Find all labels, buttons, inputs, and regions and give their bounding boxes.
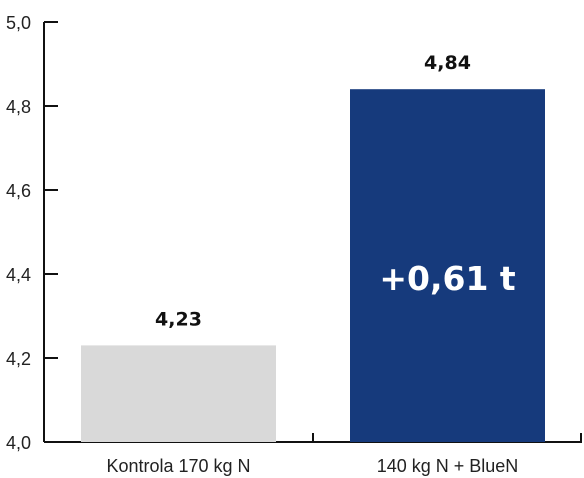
- y-tick-label: 4,0: [6, 433, 31, 453]
- y-tick-label: 4,8: [6, 97, 31, 117]
- y-tick-label: 4,2: [6, 349, 31, 369]
- y-tick-label: 4,6: [6, 181, 31, 201]
- chart-bars: [81, 89, 545, 442]
- y-tick-label: 5,0: [6, 13, 31, 33]
- value-label-1: 4,23: [155, 308, 202, 330]
- value-label-2: 4,84: [424, 52, 471, 74]
- bar-difference-annotation: +0,61 t: [379, 259, 516, 298]
- category-label-2: 140 kg N + BlueN: [377, 456, 519, 476]
- y-tick-label: 4,4: [6, 265, 31, 285]
- chart-labels: 4,23 Kontrola 170 kg N 4,84 140 kg N + Blue…: [106, 52, 518, 476]
- category-label-1: Kontrola 170 kg N: [106, 456, 250, 476]
- bar-1: [81, 345, 276, 442]
- bar-2: [350, 89, 545, 442]
